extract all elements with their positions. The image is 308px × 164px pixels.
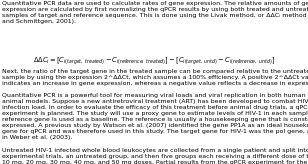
Text: Untreated HIV-1 infected whole blood leukocytes are collected from a single pati: Untreated HIV-1 infected whole blood leu…	[2, 148, 308, 164]
Text: $\Delta\Delta C_i = [C_{i(target,\ treated)} - C_{i(reference,\ treated)}] - [C_: $\Delta\Delta C_i = [C_{i(target,\ treat…	[33, 55, 275, 66]
Text: Quantitative PCR is a powerful tool for measuring viral loads and viral replicat: Quantitative PCR is a powerful tool for …	[2, 93, 308, 140]
Text: Next, the ratio of the target gene in the treated sample can be compared relativ: Next, the ratio of the target gene in th…	[2, 69, 308, 86]
Text: Quantitative PCR data are used to calculate rates of gene expression. The relati: Quantitative PCR data are used to calcul…	[2, 1, 308, 24]
